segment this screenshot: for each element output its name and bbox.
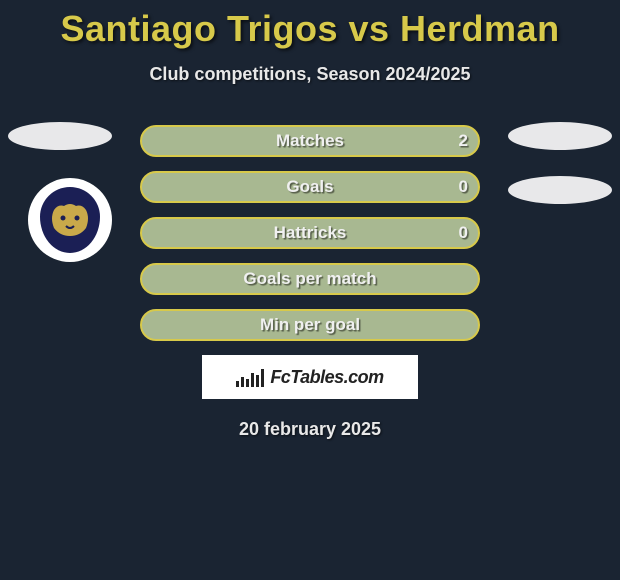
stat-label: Matches <box>276 131 344 151</box>
stat-right-value: 0 <box>459 177 468 197</box>
stat-right-value: 0 <box>459 223 468 243</box>
stat-label: Goals per match <box>243 269 376 289</box>
stat-label: Min per goal <box>260 315 360 335</box>
stat-row-hattricks: Hattricks 0 <box>140 217 480 249</box>
stat-label: Goals <box>286 177 333 197</box>
subtitle: Club competitions, Season 2024/2025 <box>0 64 620 85</box>
stat-row-goals: Goals 0 <box>140 171 480 203</box>
stat-row-goals-per-match: Goals per match <box>140 263 480 295</box>
chart-icon <box>236 367 264 387</box>
stat-label: Hattricks <box>274 223 347 243</box>
stats-container: Matches 2 Goals 0 Hattricks 0 Goals per … <box>0 125 620 341</box>
footer-date: 20 february 2025 <box>0 419 620 440</box>
brand-text: FcTables.com <box>270 367 383 388</box>
page-title: Santiago Trigos vs Herdman <box>0 0 620 50</box>
stat-row-matches: Matches 2 <box>140 125 480 157</box>
stat-row-min-per-goal: Min per goal <box>140 309 480 341</box>
brand-badge: FcTables.com <box>202 355 418 399</box>
stat-right-value: 2 <box>459 131 468 151</box>
